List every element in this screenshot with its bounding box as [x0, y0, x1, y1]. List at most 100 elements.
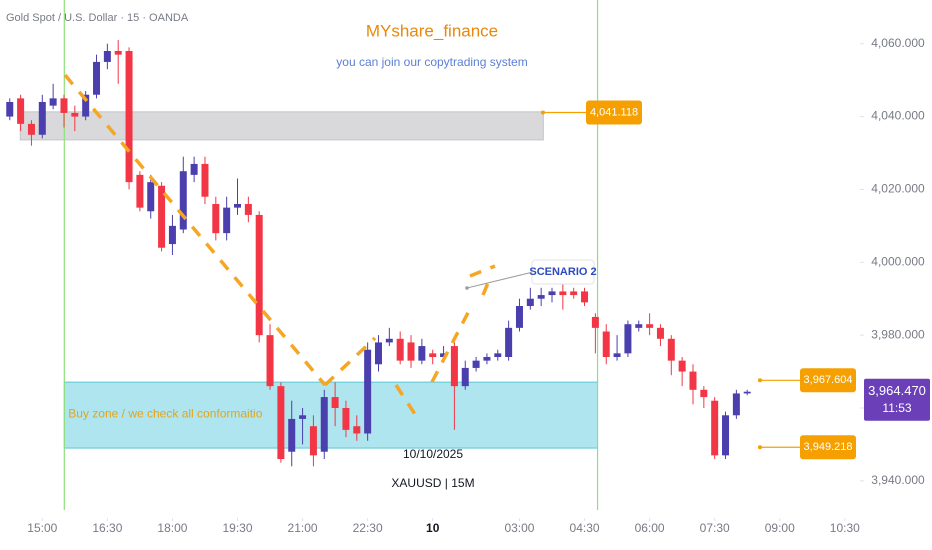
- x-tick-label: 22:30: [353, 521, 383, 535]
- price-label: 4,041.118: [590, 106, 638, 118]
- candle-body: [125, 51, 133, 183]
- candle-body: [82, 94, 90, 117]
- candle-body: [483, 357, 491, 361]
- candle-body: [407, 342, 415, 361]
- candle-body: [732, 393, 740, 416]
- candle-body: [190, 163, 198, 175]
- candle-body: [244, 204, 252, 215]
- candle-body: [103, 51, 111, 62]
- candle-body: [212, 204, 220, 234]
- x-tick-label: 10: [426, 521, 440, 535]
- candle-body: [472, 360, 480, 368]
- candle-body: [494, 353, 502, 357]
- header: Gold Spot / U.S. Dollar · 15 · OANDA: [6, 12, 189, 24]
- zone-label: Buy zone / we check all conformaitio: [68, 406, 262, 420]
- candle-body: [656, 327, 664, 339]
- candle-body: [678, 360, 686, 372]
- candle-body: [364, 349, 372, 434]
- candle-body: [689, 371, 697, 390]
- x-tick-label: 09:00: [765, 521, 795, 535]
- x-tick-label: 10:30: [830, 521, 860, 535]
- candle-body: [711, 400, 719, 456]
- candle-body: [418, 346, 426, 361]
- candle-body: [396, 338, 404, 361]
- y-tick-label: 3,940.000: [871, 473, 925, 487]
- candle-body: [49, 98, 57, 106]
- price-label-dot: [541, 110, 545, 115]
- candle-body: [581, 291, 589, 303]
- candle-body: [667, 338, 675, 361]
- candle-body: [27, 123, 35, 135]
- candles: [6, 40, 751, 467]
- price-label-dot: [758, 378, 762, 383]
- candle-body: [223, 207, 231, 234]
- candle-body: [201, 163, 209, 197]
- x-tick-label: 18:00: [157, 521, 187, 535]
- candle-body: [114, 51, 122, 55]
- candle-body: [320, 397, 328, 452]
- scenario-path: [63, 73, 496, 423]
- chart-subtitle: you can join our copytrading system: [336, 55, 527, 69]
- candle-body: [136, 174, 144, 208]
- candle-body: [147, 182, 155, 212]
- candle-body: [429, 353, 437, 357]
- y-tick-label: 4,020.000: [871, 182, 925, 196]
- x-tick-label: 15:00: [27, 521, 57, 535]
- x-tick-label: 21:00: [288, 521, 318, 535]
- candle-body: [450, 346, 458, 387]
- price-labels: 4,041.118 3,967.604 3,949.218 3,964.470 11:5…: [541, 100, 930, 460]
- candle-body: [17, 98, 25, 124]
- candle-body: [277, 386, 285, 459]
- candle-body: [331, 397, 339, 408]
- candle-body: [288, 418, 296, 452]
- x-tick-label: 19:30: [222, 521, 252, 535]
- candle-body: [635, 324, 643, 328]
- price-label-box: [800, 368, 856, 393]
- candle-body: [309, 426, 317, 456]
- candle-body: [700, 389, 708, 398]
- candle-body: [591, 316, 599, 328]
- zone: [63, 381, 599, 449]
- y-tick-label: 4,060.000: [871, 36, 925, 50]
- candle-body: [266, 335, 274, 387]
- candle-body: [602, 331, 610, 357]
- scenario-box: [531, 259, 595, 285]
- price-label: 3,949.218: [804, 441, 853, 453]
- candle-body: [158, 185, 166, 248]
- x-tick-label: 03:00: [504, 521, 534, 535]
- candle-body: [570, 291, 578, 296]
- x-tick-label: 06:00: [635, 521, 665, 535]
- candle-body: [299, 415, 307, 419]
- candle-body: [93, 61, 101, 95]
- candle-body: [353, 426, 361, 434]
- price-label-box: [800, 435, 856, 460]
- zones: Buy zone / we check all conformaitio: [19, 0, 599, 510]
- chart-title: MYshare_finance: [366, 21, 498, 40]
- candle-body: [624, 324, 632, 354]
- candle-body: [461, 367, 469, 387]
- date-label: 10/10/2025: [403, 447, 463, 461]
- candle-body: [342, 408, 350, 430]
- candle-body: [526, 298, 534, 306]
- candle-body: [60, 98, 68, 113]
- price-label-dot: [758, 445, 762, 450]
- candle-body: [559, 291, 567, 296]
- scenario-label: SCENARIO 2: [529, 266, 596, 278]
- candle-body: [722, 415, 730, 456]
- x-tick-label: 04:30: [570, 521, 600, 535]
- price-label-box: [586, 100, 642, 125]
- candle-body: [646, 324, 654, 328]
- x-tick-label: 16:30: [92, 521, 122, 535]
- candle-body: [385, 338, 393, 343]
- countdown-label: 11:53: [882, 401, 911, 415]
- price-label: 3,967.604: [804, 374, 853, 386]
- candle-body: [38, 102, 46, 135]
- x-tick-label: 07:30: [700, 521, 730, 535]
- candle-body: [743, 391, 751, 394]
- candle-body: [515, 306, 523, 328]
- candle-body: [71, 112, 79, 117]
